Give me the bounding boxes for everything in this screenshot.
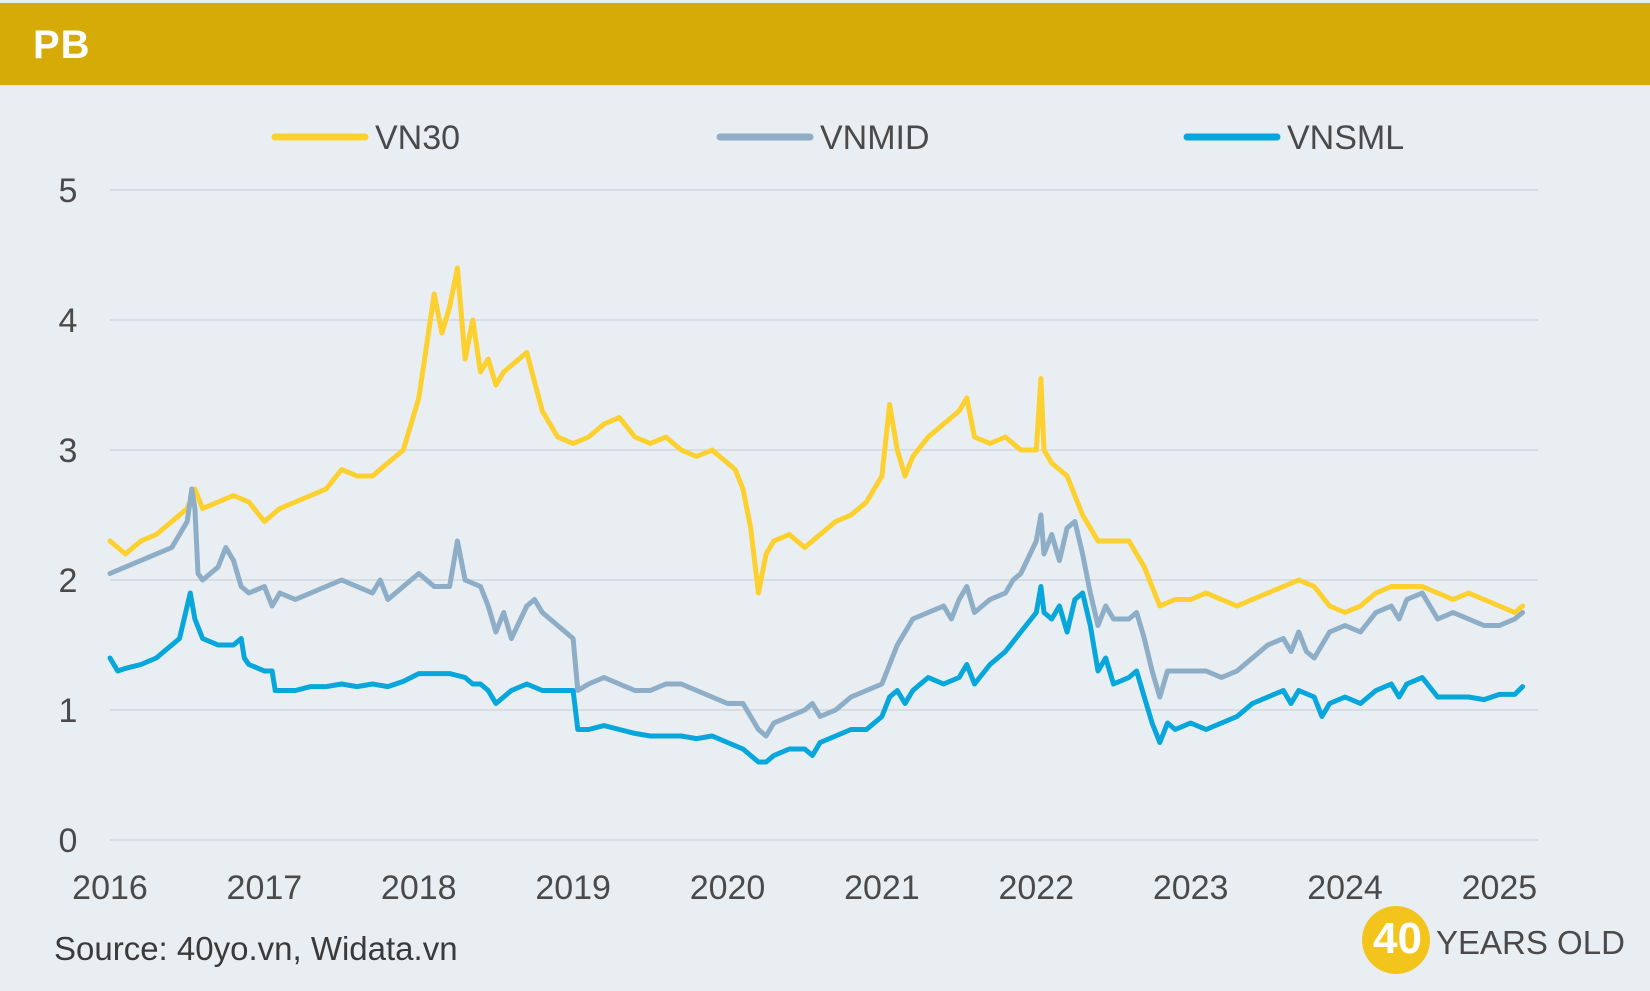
legend-label-vnsml: VNSML [1287,119,1404,157]
x-axis-ticks: 2016 2017 2018 2019 2020 2021 2022 2023 2024 2025 [72,869,1537,907]
x-tick-label: 2019 [535,869,611,907]
brand-text: YEARS OLD [1436,924,1625,961]
x-tick-label: 2018 [381,869,457,907]
y-tick-label: 3 [59,432,78,470]
legend: VN30 VNMID VNSML [271,119,1404,157]
series-lines [107,265,1526,765]
y-axis-ticks: 0 1 2 3 4 5 [59,172,78,860]
legend-label-vn30: VN30 [375,119,460,157]
y-tick-label: 0 [59,822,78,860]
series-line-vnmid [107,486,1526,739]
title-bar: PB [0,3,1650,85]
x-tick-label: 2017 [227,869,303,907]
x-tick-label: 2016 [72,869,148,907]
x-tick-label: 2025 [1462,869,1538,907]
y-tick-label: 5 [59,172,78,210]
x-tick-label: 2022 [998,869,1074,907]
legend-label-vnmid: VNMID [820,119,930,157]
x-tick-label: 2023 [1153,869,1229,907]
x-tick-label: 2020 [690,869,766,907]
y-tick-label: 1 [59,692,78,730]
series-line-vnsml [107,584,1526,765]
brand-circle [1362,906,1430,974]
y-tick-label: 4 [59,302,78,340]
brand-number: 40 [1373,914,1422,963]
x-tick-label: 2024 [1307,869,1383,907]
series-line-vn30 [107,265,1526,615]
x-tick-label: 2021 [844,869,920,907]
chart-title: PB [33,23,91,67]
y-tick-label: 2 [59,562,78,600]
source-note: Source: 40yo.vn, Widata.vn [54,930,458,967]
